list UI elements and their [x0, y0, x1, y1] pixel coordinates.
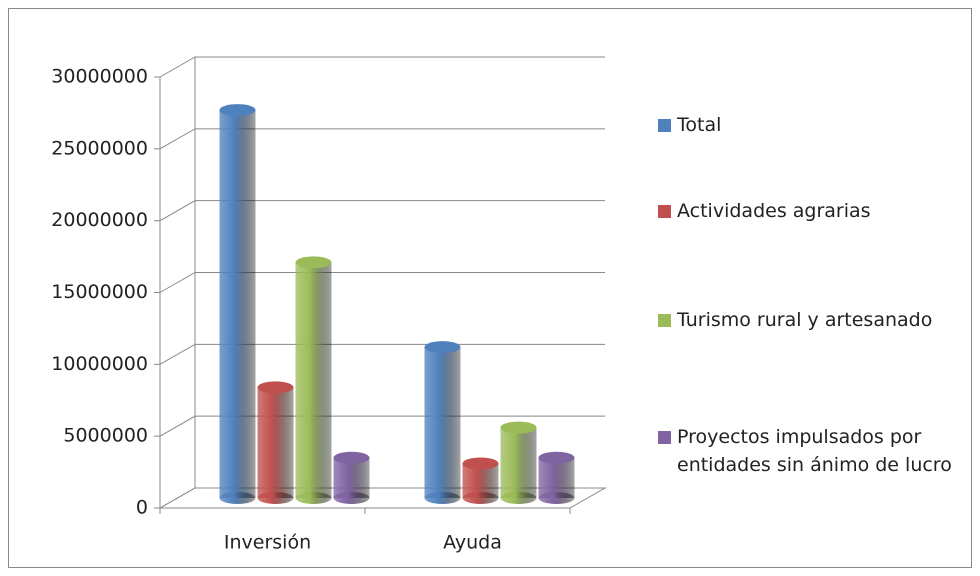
legend-label: Total	[677, 114, 722, 136]
legend-swatch	[658, 119, 671, 132]
x-tick-label: Ayuda	[443, 532, 502, 554]
y-tick-label: 30000000	[51, 66, 148, 88]
grid-line	[159, 200, 605, 222]
bar	[333, 451, 370, 504]
y-tick-label: 0	[136, 497, 148, 519]
legend-item: Total	[658, 111, 968, 139]
legend-item: Proyectos impulsados por entidades sin á…	[658, 423, 968, 479]
bar	[538, 451, 575, 504]
bar	[257, 381, 294, 504]
grid-line	[159, 415, 605, 437]
y-tick-label: 20000000	[51, 209, 148, 231]
bar	[462, 457, 499, 504]
legend-label: Proyectos impulsados por entidades sin á…	[677, 426, 952, 476]
legend-swatch	[658, 314, 671, 327]
grid-line	[159, 56, 605, 78]
y-tick-label: 10000000	[51, 353, 148, 375]
grid-line	[159, 272, 605, 293]
bar	[424, 341, 461, 504]
legend-label: Turismo rural y artesanado	[677, 309, 933, 331]
y-tick-label: 15000000	[51, 281, 148, 303]
bar	[219, 104, 256, 504]
y-tick-label: 25000000	[51, 137, 148, 159]
legend-item: Turismo rural y artesanado	[658, 306, 968, 334]
legend-item: Actividades agrarias	[658, 197, 968, 225]
grid-line	[159, 128, 605, 150]
bar	[295, 256, 332, 504]
bar	[500, 421, 537, 504]
grid-line	[159, 343, 605, 365]
x-tick-label: Inversión	[224, 532, 311, 554]
legend-swatch	[658, 205, 671, 218]
y-tick-label: 5000000	[63, 425, 148, 447]
legend-swatch	[658, 431, 671, 444]
legend-label: Actividades agrarias	[677, 200, 871, 222]
